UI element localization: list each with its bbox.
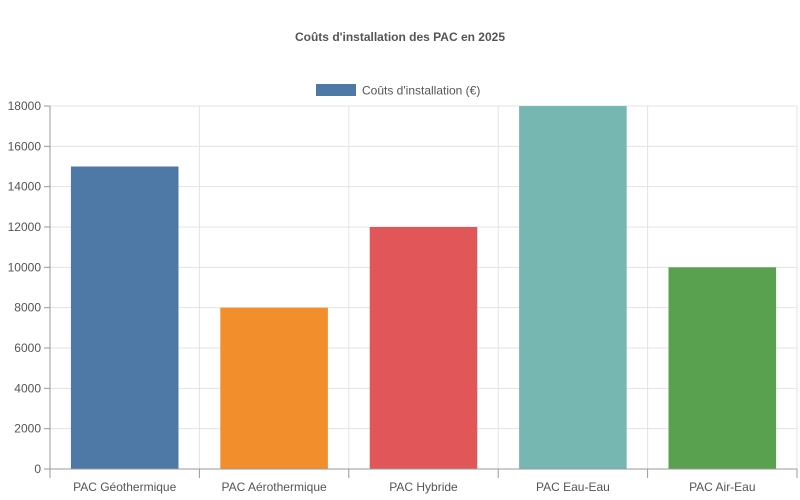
legend-label: Coûts d'installation (€) — [362, 84, 480, 98]
x-tick-label: PAC Eau-Eau — [536, 480, 610, 494]
bars — [70, 106, 777, 469]
y-tick-label: 12000 — [8, 220, 42, 234]
x-tick-label: PAC Aérothermique — [222, 480, 327, 494]
y-tick-label: 0 — [34, 462, 41, 476]
y-tick-label: 6000 — [14, 341, 41, 355]
bar — [220, 307, 328, 469]
bar — [369, 227, 478, 469]
y-tick-label: 14000 — [8, 180, 42, 194]
y-tick-label: 18000 — [8, 99, 42, 113]
legend: Coûts d'installation (€) — [316, 84, 480, 98]
legend-swatch — [316, 84, 356, 96]
y-tick-label: 10000 — [8, 260, 42, 274]
x-tick-label: PAC Géothermique — [73, 480, 176, 494]
y-tick-label: 4000 — [14, 381, 41, 395]
y-tick-label: 16000 — [8, 139, 42, 153]
bar — [668, 267, 777, 469]
y-tick-label: 8000 — [14, 301, 41, 315]
x-tick-label: PAC Hybride — [389, 480, 458, 494]
bar — [70, 166, 179, 469]
bar — [519, 106, 627, 469]
x-axis-ticks: PAC Géothermique PAC Aérothermique PAC Hyb… — [49, 469, 798, 494]
y-tick-label: 2000 — [14, 422, 41, 436]
chart-title: Coûts d'installation des PAC en 2025 — [295, 30, 505, 44]
axes — [49, 106, 797, 470]
x-tick-label: PAC Air-Eau — [689, 480, 755, 494]
y-axis-ticks: 0 2000 4000 6000 8000 10000 12000 14000 16000 180… — [8, 99, 50, 476]
